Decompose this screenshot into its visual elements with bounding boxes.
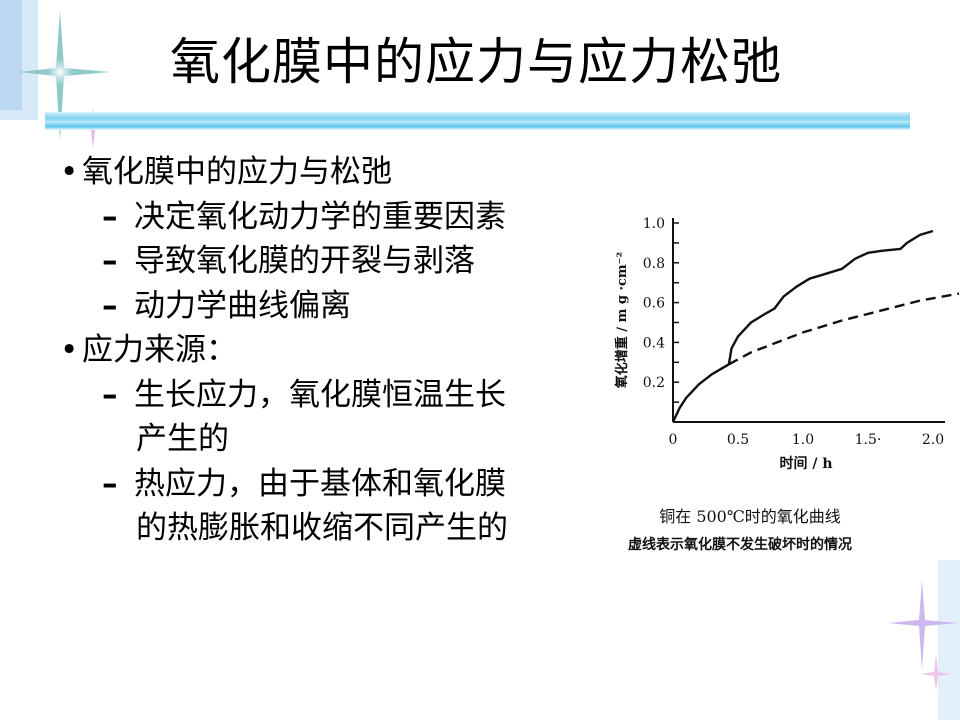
bullet-item: • 氧化膜中的应力与松弛 [60, 150, 508, 195]
x-tick-label: 1.5· [855, 432, 882, 448]
dash-icon: – [102, 465, 118, 502]
dash-icon: – [102, 198, 118, 235]
sub-bullet-continuation: 产生的 [136, 421, 229, 457]
dash-icon: – [102, 243, 118, 279]
x-tick-label: 2.0 [922, 432, 944, 448]
sparkle-decoration-bottom-right [888, 560, 960, 720]
bullet-text: 应力来源： [82, 332, 237, 368]
bullet-icon: • [60, 332, 79, 368]
sub-bullet-text: 决定氧化动力学的重要因素 [134, 198, 506, 235]
bullet-item: • 应力来源： [60, 328, 508, 373]
sub-bullet-item: – 导致氧化膜的开裂与剥落 [60, 239, 508, 284]
sparkle-decoration-top-left [0, 0, 112, 148]
sub-bullet-item: – 生长应力，氧化膜恒温生长 [60, 373, 508, 418]
chart-subtitle: 虚线表示氧化膜不发生破坏时的情况 [628, 536, 852, 553]
sub-bullet-item: – 热应力，由于基体和氧化膜 [60, 462, 508, 507]
y-tick-label: 0.8 [643, 256, 665, 272]
chart-title: 铜在 500℃时的氧化曲线 [659, 507, 841, 526]
sub-bullet-text: 导致氧化膜的开裂与剥落 [134, 243, 475, 279]
y-tick-label: 0.6 [643, 296, 665, 312]
sub-bullet-text: 热应力，由于基体和氧化膜 [134, 465, 506, 502]
bullet-list: • 氧化膜中的应力与松弛 – 决定氧化动力学的重要因素 – 导致氧化膜的开裂与剥落 –… [60, 150, 508, 551]
bullet-text: 氧化膜中的应力与松弛 [82, 154, 392, 190]
x-tick-label: 0 [669, 432, 678, 448]
bullet-icon: • [60, 154, 79, 190]
y-axis-label: 氧化增重 / m g ·cm⁻² [614, 252, 630, 389]
dash-icon: – [102, 376, 118, 413]
slide-title: 氧化膜中的应力与应力松弛 [170, 33, 782, 91]
dashed-series-line [728, 292, 960, 366]
sub-bullet-item: – 动力学曲线偏离 [60, 284, 508, 329]
title-underline-bar [45, 112, 910, 130]
solid-series-line [671, 229, 934, 423]
dash-icon: – [102, 287, 118, 324]
x-axis-label: 时间 / h [779, 455, 832, 472]
x-tick-label: 1.0 [792, 432, 814, 448]
y-tick-label: 0.4 [643, 335, 665, 351]
sub-bullet-item: – 决定氧化动力学的重要因素 [60, 195, 508, 240]
y-tick-label: 1.0 [643, 216, 665, 232]
x-tick-label: 0.5 [727, 432, 749, 448]
sub-bullet-text: 动力学曲线偏离 [134, 287, 351, 324]
y-tick-label: 0.2 [643, 375, 665, 391]
sub-bullet-continuation: 的热膨胀和收缩不同产生的 [136, 510, 508, 546]
oxidation-chart: 0 0.5 1.0 1.5· 2.0 0.2 0.4 0.6 0.8 1.0 氧化增重 / m g… [614, 216, 960, 553]
sub-bullet-text: 生长应力，氧化膜恒温生长 [134, 376, 506, 413]
